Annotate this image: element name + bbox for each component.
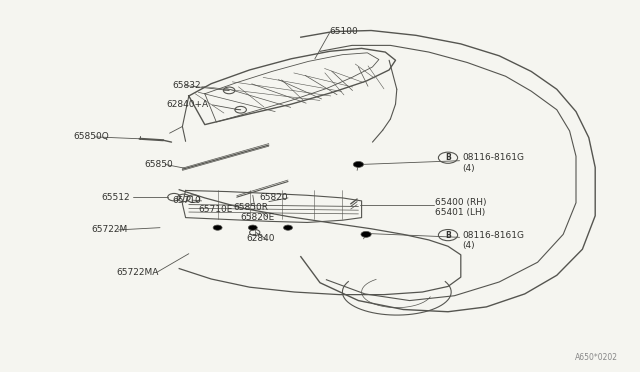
Text: 65401 (LH): 65401 (LH) bbox=[435, 208, 486, 217]
Circle shape bbox=[361, 231, 371, 237]
Circle shape bbox=[353, 161, 364, 167]
Text: 65832: 65832 bbox=[173, 81, 202, 90]
Text: B: B bbox=[445, 231, 451, 240]
Text: 08116-8161G: 08116-8161G bbox=[462, 231, 524, 240]
Text: 65850Q: 65850Q bbox=[74, 132, 109, 141]
Text: 65710: 65710 bbox=[173, 196, 202, 205]
Text: 65512: 65512 bbox=[101, 193, 130, 202]
Circle shape bbox=[213, 225, 222, 230]
Circle shape bbox=[284, 225, 292, 230]
Text: 62840+A: 62840+A bbox=[166, 100, 209, 109]
Text: (4): (4) bbox=[462, 164, 475, 173]
Text: (4): (4) bbox=[462, 241, 475, 250]
Text: B: B bbox=[445, 153, 451, 162]
Text: 62840: 62840 bbox=[246, 234, 275, 243]
Text: 65722M: 65722M bbox=[91, 225, 127, 234]
Text: 65100: 65100 bbox=[330, 27, 358, 36]
Text: 65820E: 65820E bbox=[240, 213, 275, 222]
Text: 08116-8161G: 08116-8161G bbox=[462, 153, 524, 162]
Text: 65820: 65820 bbox=[259, 193, 288, 202]
Circle shape bbox=[248, 225, 257, 230]
Text: 65850R: 65850R bbox=[234, 203, 269, 212]
Text: 65722MA: 65722MA bbox=[116, 268, 159, 277]
Text: 65710E: 65710E bbox=[198, 205, 233, 214]
Text: A650*0202: A650*0202 bbox=[575, 353, 618, 362]
Text: 65850: 65850 bbox=[144, 160, 173, 169]
Text: 65400 (RH): 65400 (RH) bbox=[435, 198, 486, 207]
